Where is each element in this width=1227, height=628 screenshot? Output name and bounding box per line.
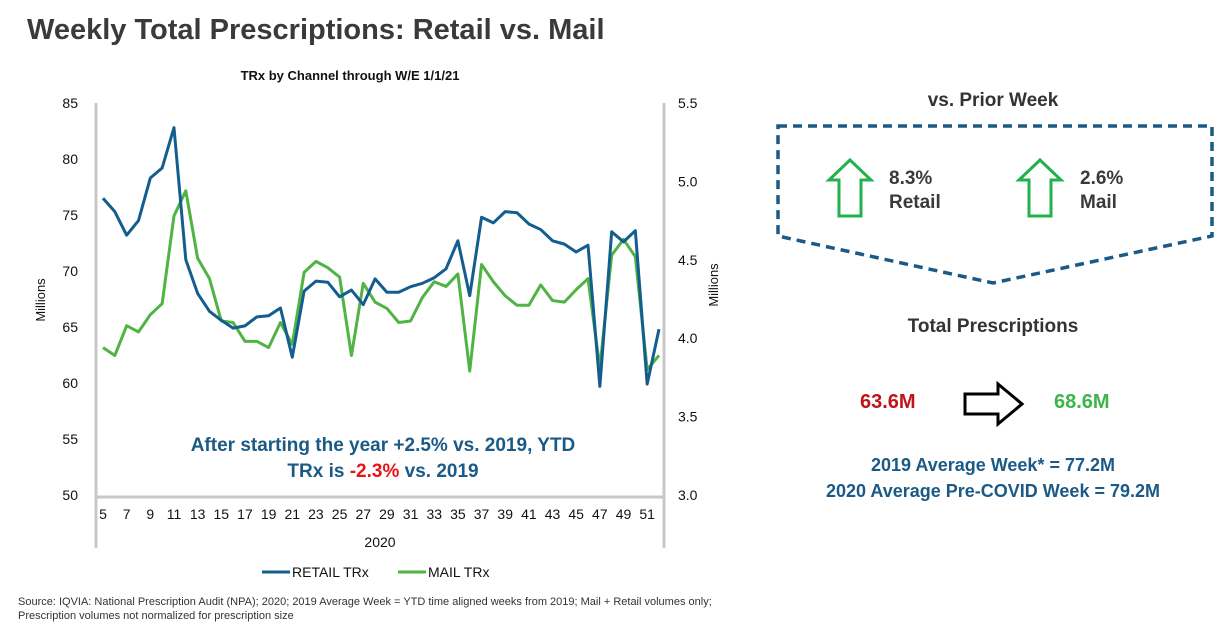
y-tick-label: 70 [62, 263, 78, 279]
y-tick-label: 50 [62, 487, 78, 503]
prior-week-title: vs. Prior Week [927, 90, 1059, 111]
mail-label: Mail [1080, 192, 1117, 213]
x-tick-label: 17 [237, 506, 253, 522]
mail-up-arrow-icon [1015, 157, 1065, 218]
footnote-line1: Source: IQVIA: National Prescription Aud… [18, 596, 712, 608]
series-line-mail [102, 189, 661, 373]
x-tick-label: 43 [545, 506, 561, 522]
y2-tick-label: 4.5 [678, 252, 698, 268]
y2-tick-label: 3.5 [678, 409, 698, 425]
x-tick-label: 25 [332, 506, 348, 522]
source-footnote: Source: IQVIA: National Prescription Aud… [18, 595, 712, 623]
y-axis-label: Millions [33, 278, 48, 322]
x-tick-label: 47 [592, 506, 608, 522]
right-arrow-icon [963, 381, 1025, 427]
mail-pct: 2.6% [1080, 168, 1124, 189]
x-tick-label: 35 [450, 506, 466, 522]
x-tick-label: 23 [308, 506, 324, 522]
x-tick-label: 5 [99, 506, 107, 522]
y-tick-label: 55 [62, 431, 78, 447]
line-chart: TRx by Channel through W/E 1/1/21 858075… [33, 68, 720, 580]
x-tick-label: 37 [474, 506, 490, 522]
from-value: 63.6M [860, 391, 916, 413]
annotation-line2: TRx is -2.3% vs. 2019 [287, 461, 478, 482]
avg-2020: 2020 Average Pre-COVID Week = 79.2M [825, 481, 1160, 501]
legend-label-retail: RETAIL TRx [292, 564, 369, 580]
to-value: 68.6M [1054, 391, 1110, 413]
x-tick-label: 19 [261, 506, 277, 522]
x-tick-label: 49 [616, 506, 632, 522]
x-tick-label: 51 [639, 506, 655, 522]
retail-change: 8.3% Retail [889, 167, 941, 215]
x-tick-label: 29 [379, 506, 395, 522]
x-tick-label: 33 [426, 506, 442, 522]
retail-pct: 8.3% [889, 168, 933, 189]
retail-label: Retail [889, 192, 941, 213]
prior-week-callout [776, 124, 1214, 285]
total-prescriptions-title: Total Prescriptions [907, 316, 1079, 337]
y-tick-label: 75 [62, 207, 78, 223]
retail-up-arrow-icon [825, 157, 875, 218]
x-tick-label: 21 [284, 506, 300, 522]
x-tick-label: 39 [497, 506, 513, 522]
legend: RETAIL TRx MAIL TRx [262, 564, 489, 580]
x-tick-label: 15 [214, 506, 230, 522]
y2-tick-label: 5.0 [678, 173, 698, 189]
x-tick-label: 11 [167, 506, 182, 522]
y2-axis-label: Millions [706, 263, 720, 307]
y-tick-label: 60 [62, 375, 78, 391]
chart-title: TRx by Channel through W/E 1/1/21 [241, 68, 460, 83]
x-tick-label: 41 [521, 506, 537, 522]
avg-2019: 2019 Average Week* = 77.2M [871, 455, 1115, 475]
x-tick-label: 45 [568, 506, 584, 522]
y-tick-label: 65 [62, 319, 78, 335]
annotation-line1: After starting the year +2.5% vs. 2019, … [191, 435, 576, 456]
x-tick-label: 9 [146, 506, 154, 522]
y2-tick-label: 3.0 [678, 487, 698, 503]
y-tick-label: 80 [62, 151, 78, 167]
page-title: Weekly Total Prescriptions: Retail vs. M… [27, 14, 605, 46]
mail-change: 2.6% Mail [1080, 167, 1123, 215]
series-line-retail [101, 126, 661, 388]
x-tick-label: 31 [403, 506, 419, 522]
legend-label-mail: MAIL TRx [428, 564, 489, 580]
y-tick-label: 85 [62, 95, 78, 111]
y2-tick-label: 4.0 [678, 330, 698, 346]
x-tick-label: 7 [123, 506, 131, 522]
y2-tick-label: 5.5 [678, 95, 698, 111]
footnote-line2: Prescription volumes not normalized for … [18, 610, 294, 622]
x-tick-label: 27 [355, 506, 371, 522]
x-tick-label: 13 [190, 506, 206, 522]
x-axis-label: 2020 [364, 534, 395, 550]
